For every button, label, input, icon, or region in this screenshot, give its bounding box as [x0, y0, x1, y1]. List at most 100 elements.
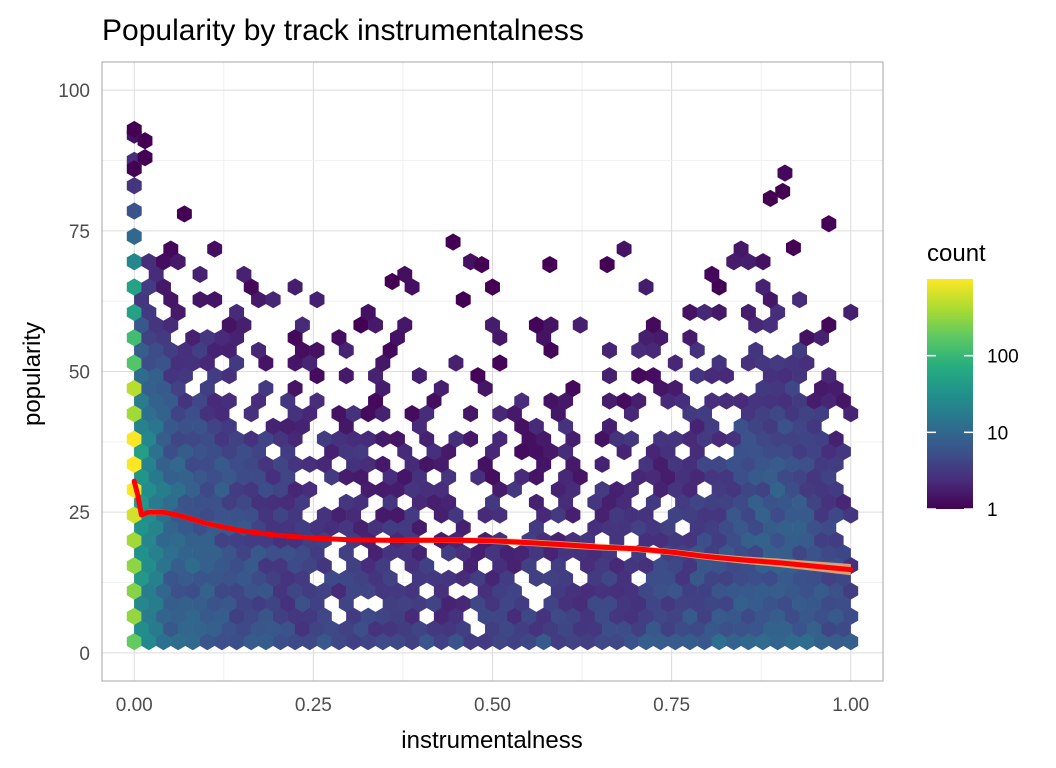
hex-cell [368, 569, 383, 587]
hex-cell [645, 367, 661, 385]
hex-cell [814, 430, 829, 448]
smooth-trend [131, 477, 854, 576]
hex-cell [499, 595, 515, 613]
hex-cell [207, 493, 223, 511]
hex-cell [726, 582, 742, 600]
hex-cell [558, 595, 574, 613]
hexbin-cells [126, 120, 859, 651]
hex-cell [287, 557, 303, 575]
hex-cell [792, 341, 808, 359]
hex-cell [521, 557, 537, 575]
hex-cell [199, 379, 215, 397]
smooth-line [131, 478, 854, 573]
hex-cell [229, 481, 245, 499]
hex-cell [835, 595, 851, 613]
hex-cell [492, 354, 508, 372]
hex-cell [733, 569, 749, 587]
y-tick-label: 50 [69, 363, 90, 384]
hex-cell [251, 341, 266, 359]
hex-cell [821, 620, 837, 638]
hex-cell [419, 557, 435, 575]
hex-cell [441, 443, 457, 461]
hex-cell [719, 620, 734, 638]
hex-cell [543, 316, 559, 334]
hex-cell [236, 620, 252, 638]
hex-cell [134, 291, 150, 309]
hex-cell [609, 557, 625, 575]
hex-cell [594, 582, 610, 600]
hex-cell [638, 506, 654, 524]
hex-cell [565, 430, 581, 448]
hex-cell [506, 582, 522, 600]
hex-cell [470, 468, 486, 486]
hex-cell [660, 392, 676, 410]
hex-cell [587, 493, 603, 511]
hex-cell [375, 506, 391, 524]
hex-cell [170, 430, 186, 448]
hex-cell [843, 303, 859, 321]
hex-cell [777, 519, 793, 537]
hex-cell [229, 506, 245, 524]
hex-cell [177, 341, 193, 359]
hex-cell [156, 430, 171, 448]
hex-cell [806, 493, 822, 511]
hex-cell [294, 493, 310, 511]
hex-cell [221, 493, 237, 511]
hex-cell [835, 493, 851, 511]
hex-cell [682, 303, 698, 321]
hex-cell [623, 582, 639, 600]
hex-cell [294, 519, 310, 537]
hex-cell [185, 430, 201, 448]
hex-cell [287, 379, 303, 397]
hex-cell [163, 240, 179, 258]
hex-cell [565, 481, 581, 499]
hex-cell [536, 430, 552, 448]
hex-cell [148, 519, 164, 537]
hex-cell [777, 468, 793, 486]
hex-cell [740, 506, 756, 524]
hex-cell [302, 405, 318, 423]
hex-cell [316, 430, 332, 448]
hex-cell [740, 582, 756, 600]
hex-cell [251, 569, 266, 587]
hex-cell [711, 354, 727, 372]
hex-cell [258, 354, 274, 372]
hex-cell [280, 595, 296, 613]
hex-cell [360, 303, 376, 321]
hex-cell [126, 633, 142, 651]
hex-cell [485, 493, 500, 511]
hex-cell [404, 405, 420, 423]
hex-cell [719, 569, 734, 587]
hex-cell [609, 481, 625, 499]
hex-cell [821, 569, 837, 587]
hex-cell [163, 544, 179, 562]
hex-cell [126, 557, 142, 575]
hex-cell [199, 430, 215, 448]
hex-cell [236, 569, 252, 587]
hex-cell [126, 202, 142, 220]
hex-cell [704, 569, 720, 587]
y-axis-title: popularity [19, 322, 46, 426]
hex-cell [492, 607, 508, 625]
hex-cell [762, 595, 778, 613]
hex-cell [587, 595, 603, 613]
hex-cell [594, 430, 610, 448]
hex-cell [177, 544, 193, 562]
hex-cell [602, 569, 617, 587]
hex-cell [221, 595, 237, 613]
hex-cell [375, 430, 391, 448]
hex-cell [404, 278, 420, 296]
hex-cell-outlier [542, 255, 558, 274]
hex-cell [572, 468, 588, 486]
hex-cell [426, 493, 442, 511]
hex-cell [477, 506, 493, 524]
hex-cell [338, 468, 354, 486]
chart-title: Popularity by track instrumentalness [102, 14, 584, 47]
hex-cell [126, 379, 142, 397]
hex-cell [243, 481, 259, 499]
hex-cell [360, 481, 376, 499]
hex-cell [280, 417, 296, 435]
hex-cell [221, 392, 237, 410]
hex-cell [667, 481, 683, 499]
hex-cell [499, 569, 515, 587]
